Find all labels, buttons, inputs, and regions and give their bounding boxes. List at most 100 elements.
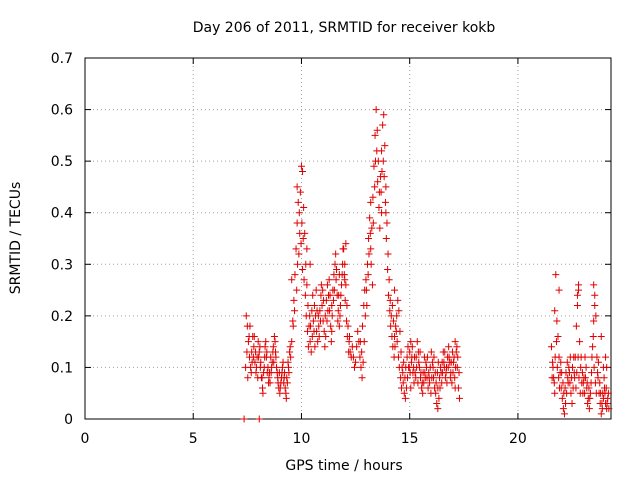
y-tick-label: 0.2 xyxy=(51,309,73,325)
data-point xyxy=(248,358,256,366)
data-point xyxy=(578,369,586,377)
data-point xyxy=(361,286,369,294)
data-point xyxy=(326,291,334,299)
data-point xyxy=(418,379,426,387)
data-point xyxy=(573,302,581,310)
data-point xyxy=(393,338,401,346)
data-point xyxy=(586,389,594,397)
data-point xyxy=(562,400,570,408)
data-point xyxy=(339,245,347,253)
data-point xyxy=(429,363,437,371)
data-point xyxy=(340,271,348,279)
data-point xyxy=(427,389,435,397)
data-point xyxy=(240,415,248,423)
data-point xyxy=(344,322,352,330)
data-point xyxy=(317,317,325,325)
data-point xyxy=(300,276,308,284)
data-point xyxy=(322,332,330,340)
data-point xyxy=(572,322,580,330)
data-point xyxy=(354,327,362,335)
data-point xyxy=(286,343,294,351)
data-point xyxy=(374,178,382,186)
data-point xyxy=(371,131,379,139)
data-point xyxy=(343,302,351,310)
data-point xyxy=(436,363,444,371)
data-point xyxy=(584,400,592,408)
data-point xyxy=(296,229,304,237)
data-point xyxy=(353,343,361,351)
data-point xyxy=(244,338,252,346)
data-point xyxy=(304,343,312,351)
data-point xyxy=(386,307,394,315)
data-point xyxy=(336,312,344,320)
data-point xyxy=(565,369,573,377)
data-point xyxy=(359,358,367,366)
data-point xyxy=(289,322,297,330)
data-point xyxy=(300,204,308,212)
data-point xyxy=(271,338,279,346)
data-point xyxy=(547,343,555,351)
data-point xyxy=(288,276,296,284)
data-point xyxy=(269,348,277,356)
data-point xyxy=(407,358,415,366)
data-point xyxy=(345,348,353,356)
data-point xyxy=(451,384,459,392)
data-point xyxy=(395,363,403,371)
data-point xyxy=(358,374,366,382)
data-point xyxy=(342,240,350,248)
data-point xyxy=(292,245,300,253)
data-point xyxy=(421,374,429,382)
data-point xyxy=(382,183,390,191)
data-point xyxy=(597,410,605,418)
data-point xyxy=(585,405,593,413)
data-point xyxy=(442,369,450,377)
data-point xyxy=(415,358,423,366)
data-point xyxy=(383,219,391,227)
data-point xyxy=(558,394,566,402)
data-point xyxy=(367,198,375,206)
data-point xyxy=(293,183,301,191)
data-point xyxy=(451,374,459,382)
data-point xyxy=(596,379,604,387)
data-point xyxy=(323,281,331,289)
data-point xyxy=(410,353,418,361)
data-point xyxy=(379,121,387,129)
data-point xyxy=(449,358,457,366)
data-point xyxy=(391,286,399,294)
data-point xyxy=(268,363,276,371)
data-point xyxy=(323,317,331,325)
data-point xyxy=(385,276,393,284)
data-point xyxy=(303,245,311,253)
data-point xyxy=(380,173,388,181)
data-point xyxy=(413,363,421,371)
data-point xyxy=(315,322,323,330)
data-point xyxy=(581,389,589,397)
data-point xyxy=(364,271,372,279)
data-point xyxy=(329,296,337,304)
data-point xyxy=(297,162,305,170)
data-point xyxy=(356,353,364,361)
data-point xyxy=(425,369,433,377)
data-point xyxy=(401,394,409,402)
data-point xyxy=(280,379,288,387)
data-point xyxy=(254,338,262,346)
data-point xyxy=(585,384,593,392)
data-point xyxy=(418,384,426,392)
data-point xyxy=(307,322,315,330)
data-point xyxy=(591,291,599,299)
data-point xyxy=(291,307,299,315)
data-point xyxy=(400,389,408,397)
data-point xyxy=(371,183,379,191)
data-point xyxy=(317,281,325,289)
data-point xyxy=(400,358,408,366)
data-point xyxy=(261,343,269,351)
data-point xyxy=(367,245,375,253)
data-point xyxy=(449,369,457,377)
data-point xyxy=(550,379,558,387)
data-point xyxy=(602,384,610,392)
data-point xyxy=(293,286,301,294)
data-point xyxy=(388,302,396,310)
data-point xyxy=(387,322,395,330)
data-point xyxy=(366,229,374,237)
data-point xyxy=(554,332,562,340)
